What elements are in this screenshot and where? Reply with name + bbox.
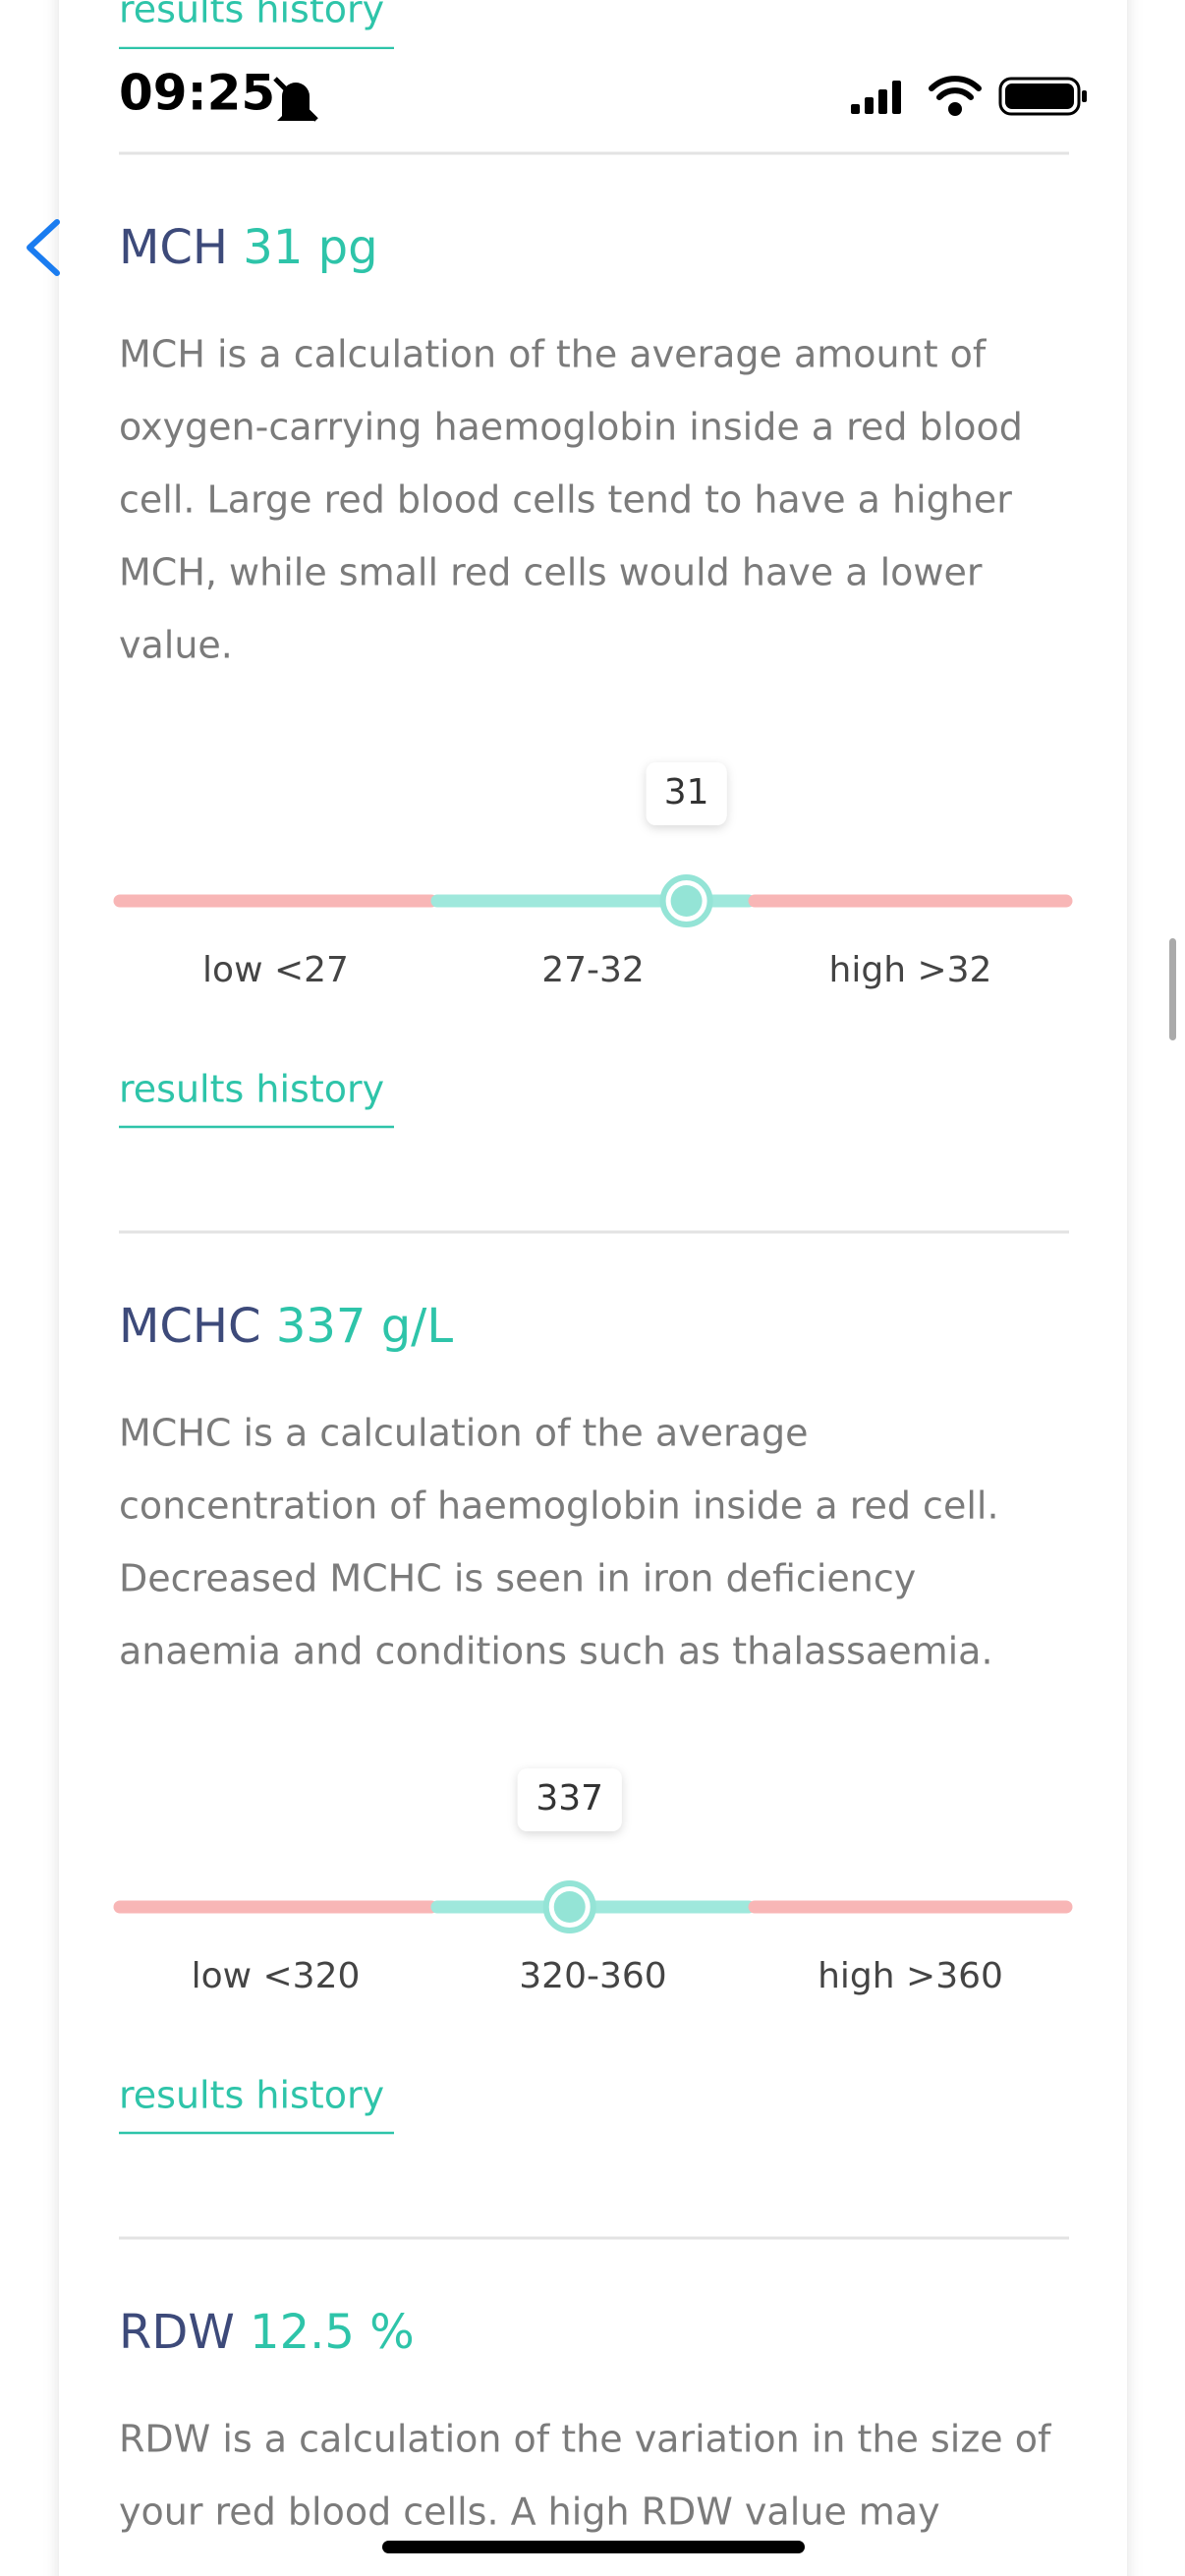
range-label: high >32 — [829, 950, 992, 990]
title-value: 31 pg — [243, 220, 377, 275]
range-label: low <27 — [202, 950, 349, 990]
signal-icon — [851, 81, 901, 114]
back-button[interactable] — [27, 219, 60, 276]
section-title: MCHC 337 g/L — [119, 1299, 453, 1354]
description-line: concentration of haemoglobin inside a re… — [119, 1484, 999, 1528]
description-line: MCH is a calculation of the average amou… — [119, 333, 988, 376]
home-indicator — [382, 2541, 805, 2553]
title-name: RDW — [119, 2305, 235, 2360]
title-name: MCHC — [119, 1299, 261, 1354]
description-line: oxygen-carrying haemoglobin inside a red… — [119, 406, 1023, 449]
section-title: RDW 12.5 % — [119, 2305, 415, 2360]
wifi-icon — [929, 76, 982, 116]
title-name: MCH — [119, 220, 228, 275]
results-history-link[interactable]: results history — [119, 2074, 384, 2117]
bubble-value: 337 — [536, 1778, 603, 1819]
range-label: low <320 — [192, 1956, 361, 1996]
description-line: RDW is a calculation of the variation in… — [119, 2418, 1052, 2461]
scrollbar — [1169, 938, 1176, 1040]
description-line: Decreased MCHC is seen in iron deficienc… — [119, 1557, 916, 1600]
title-value: 337 g/L — [276, 1299, 454, 1354]
status-bar — [59, 49, 1127, 147]
description-line: your red blood cells. A high RDW value m… — [119, 2491, 940, 2534]
description-line: MCH, while small red cells would have a … — [119, 551, 983, 594]
results-history-link[interactable]: results history — [119, 1068, 384, 1111]
description-line: value. — [119, 624, 233, 667]
title-value: 12.5 % — [250, 2305, 415, 2360]
range-label: high >360 — [818, 1956, 1003, 1996]
results-history-link[interactable]: results history — [119, 0, 384, 31]
description-line: MCHC is a calculation of the average — [119, 1412, 808, 1455]
bell-off-icon — [273, 77, 318, 122]
section-title: MCH 31 pg — [119, 220, 378, 275]
range-label: 27-32 — [541, 950, 645, 990]
thumb-core — [670, 885, 703, 917]
thumb-core — [553, 1891, 586, 1923]
bubble-value: 31 — [664, 772, 709, 812]
description-line: cell. Large red blood cells tend to have… — [119, 478, 1012, 522]
value-bubble — [517, 1768, 622, 1831]
status-time: 09:25 — [119, 65, 275, 122]
value-bubble — [646, 762, 727, 825]
battery-icon — [998, 77, 1087, 116]
range-label: 320-360 — [519, 1956, 666, 1996]
description-line: anaemia and conditions such as thalassae… — [119, 1630, 993, 1673]
card — [59, 0, 1127, 2576]
